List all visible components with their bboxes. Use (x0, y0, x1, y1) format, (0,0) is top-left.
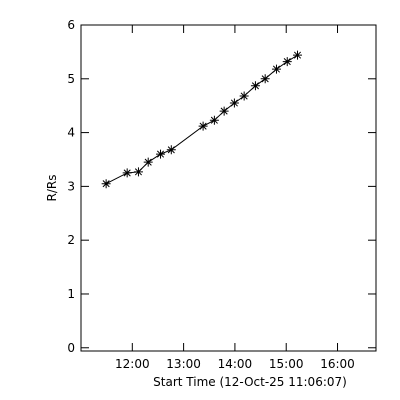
y-tick-label: 6 (67, 18, 75, 32)
y-tick-label: 5 (67, 72, 75, 86)
data-point (122, 168, 132, 178)
y-axis-label: R/Rs (45, 175, 59, 202)
data-point (229, 98, 239, 108)
data-point (282, 57, 292, 67)
x-tick-label: 12:00 (115, 357, 150, 371)
x-tick-label: 16:00 (320, 357, 355, 371)
y-tick-label: 4 (67, 126, 75, 140)
data-point (219, 106, 229, 116)
y-tick-label: 0 (67, 341, 75, 355)
y-tick-label: 1 (67, 287, 75, 301)
data-point (156, 149, 166, 159)
y-tick-label: 2 (67, 233, 75, 247)
x-tick-label: 14:00 (218, 357, 253, 371)
plot-frame (80, 24, 377, 352)
data-line (105, 54, 298, 185)
x-tick-label: 13:00 (166, 357, 201, 371)
data-point (198, 121, 208, 131)
data-point (166, 145, 176, 155)
data-point (260, 74, 270, 84)
x-axis-label: Start Time (12-Oct-25 11:06:07) (153, 375, 347, 389)
data-point (271, 64, 281, 74)
data-point (250, 81, 260, 91)
data-point (101, 179, 111, 189)
data-point (209, 115, 219, 125)
x-tick-label: 15:00 (269, 357, 304, 371)
data-point (293, 50, 303, 60)
data-point (133, 167, 143, 177)
y-tick-label: 3 (67, 179, 75, 193)
data-point (143, 157, 153, 167)
data-point (239, 91, 249, 101)
